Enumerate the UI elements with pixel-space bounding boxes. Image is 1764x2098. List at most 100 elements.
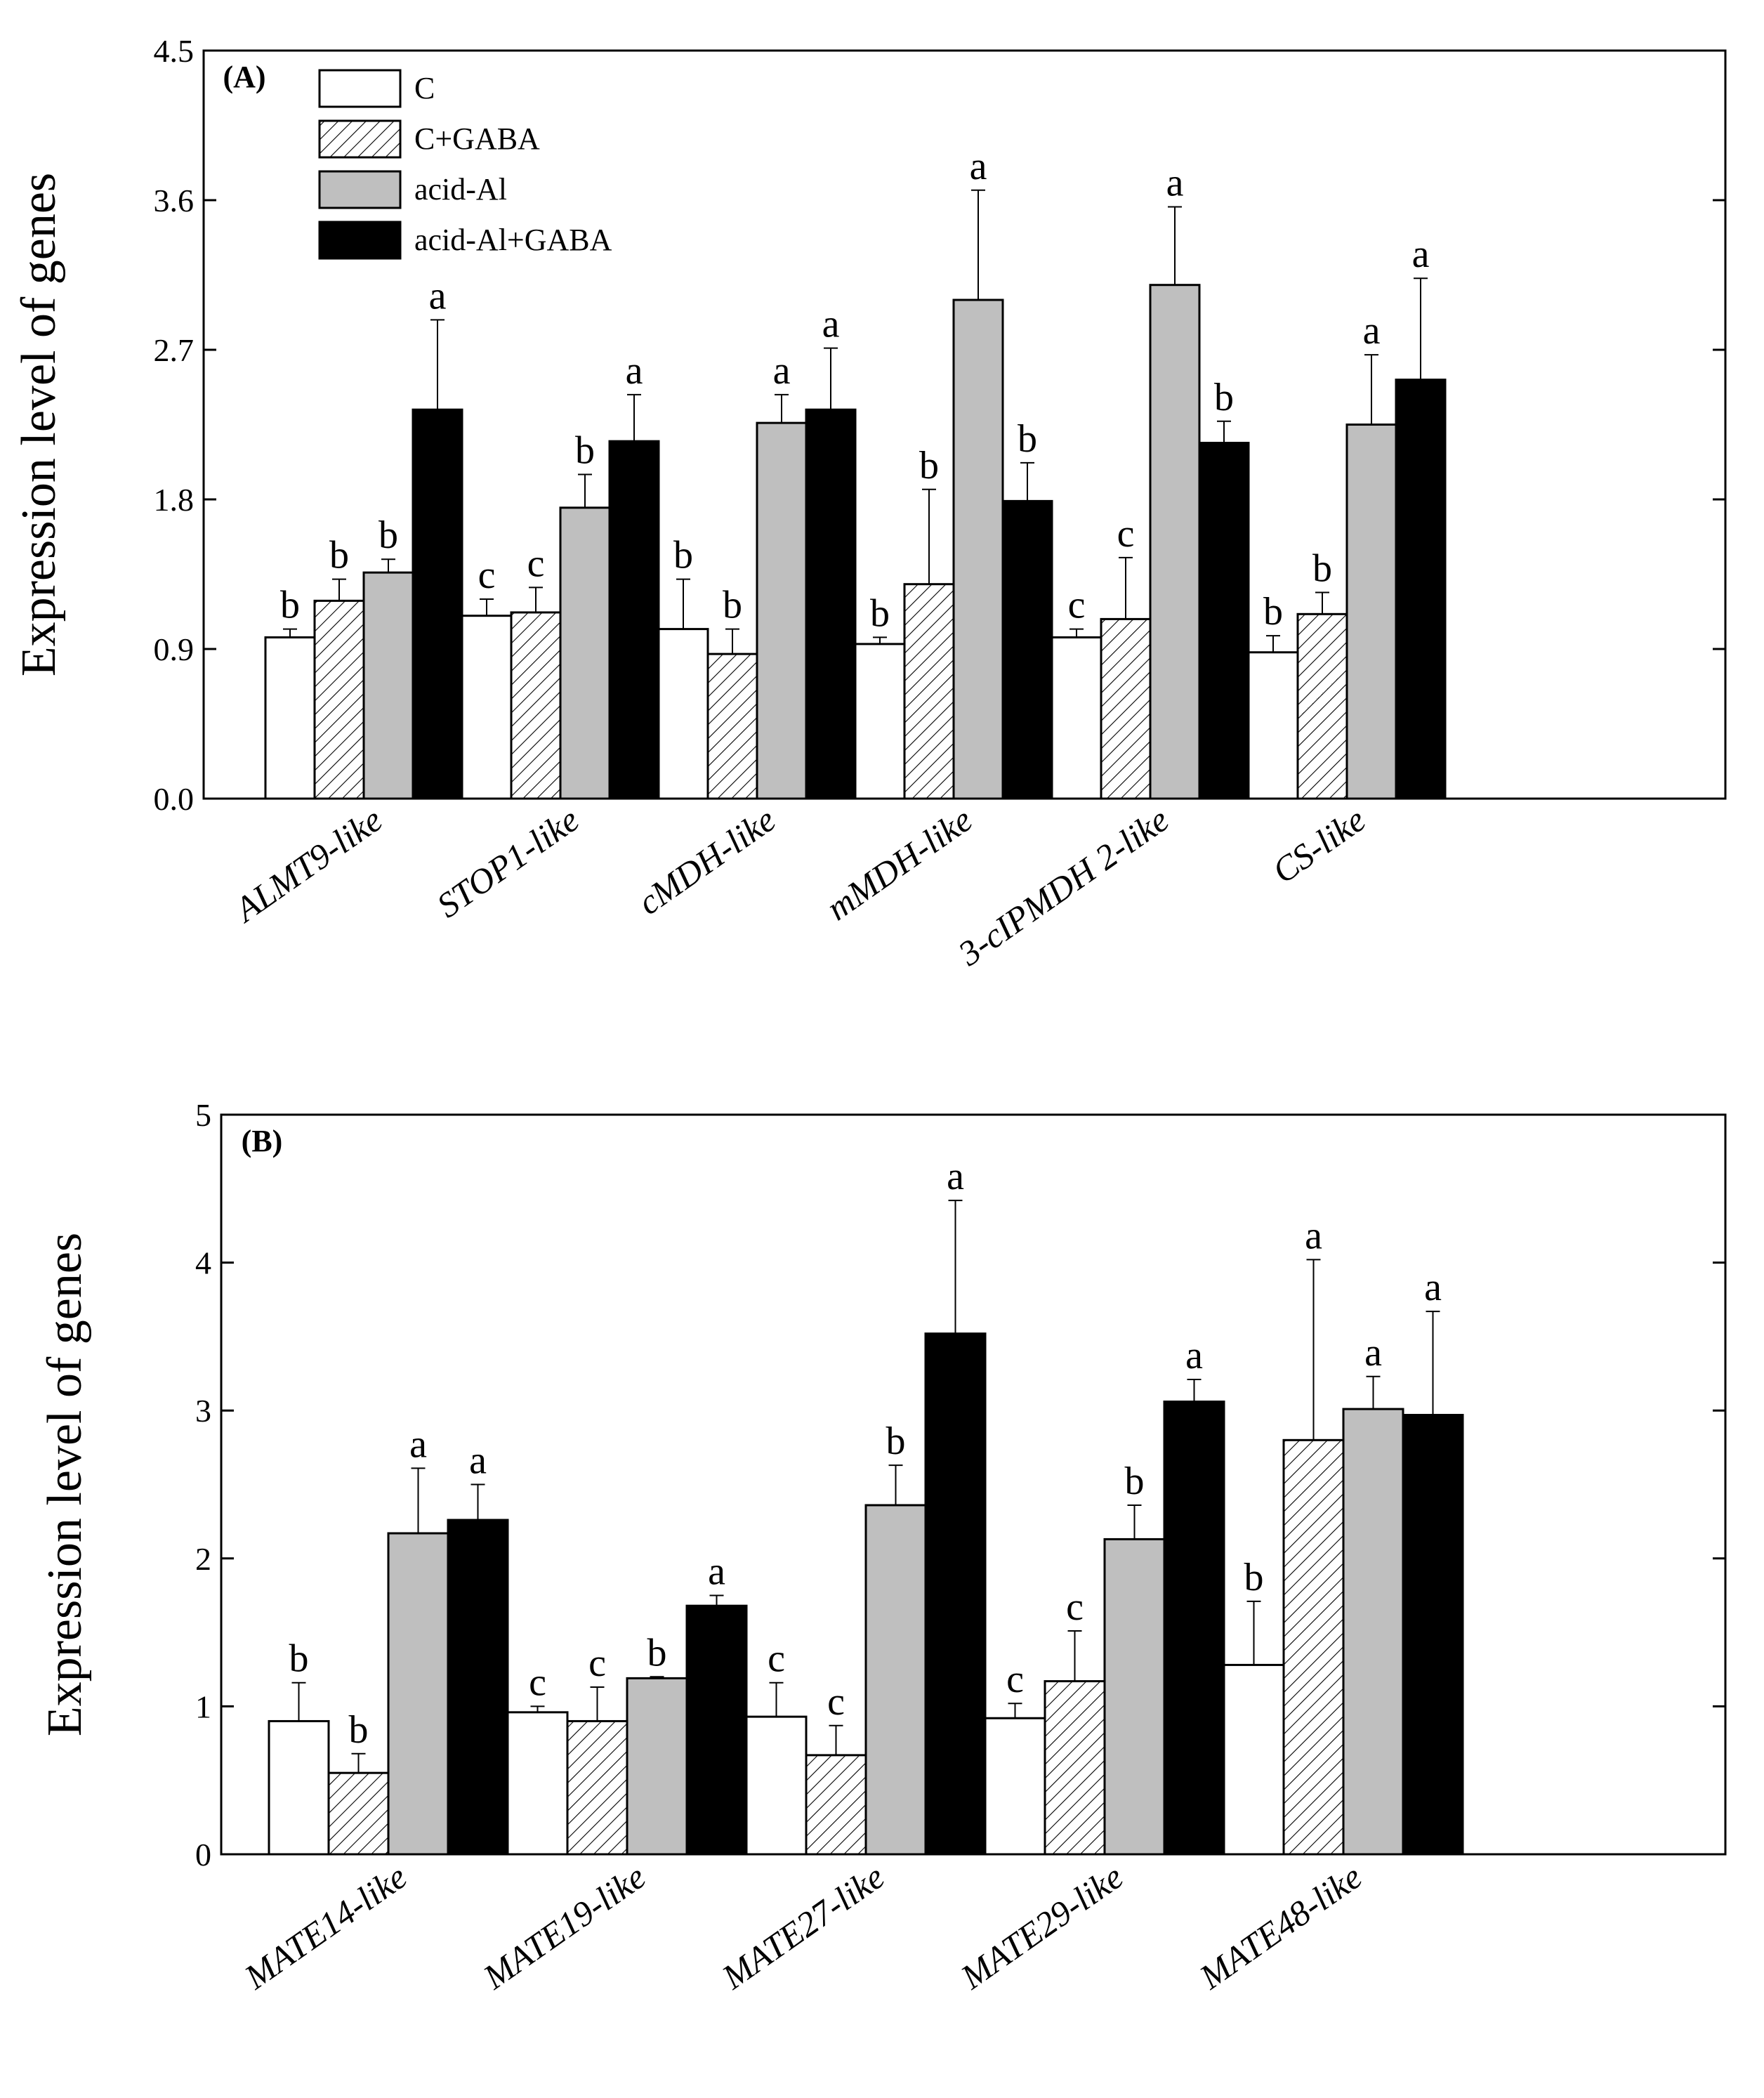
panel-b-bar-mate29-like-acid-al	[1103, 1538, 1166, 1856]
panel-b-y-tick-label: 4	[195, 1245, 211, 1281]
panel-b-bar-mate48-like-acid-al	[1342, 1408, 1404, 1856]
panel-b-bar-mate29-like-c	[984, 1717, 1046, 1856]
panel-b-bar-mate27-like-acid-al-gaba	[924, 1332, 987, 1856]
panel-b-y-tick-label: 3	[195, 1393, 211, 1429]
panel-a-y-axis-title: Expression level of genes	[12, 173, 66, 676]
panel-a-legend: C C+GABA acid-Al acid-Al+GABA	[318, 69, 612, 260]
panel-b-bar-mate19-like-acid-al-gaba	[685, 1604, 748, 1856]
panel-a-significance-letter: b	[870, 591, 890, 635]
panel-b-significance-letter: c	[1066, 1585, 1084, 1629]
panel-a-category-label: mMDH-like	[820, 799, 980, 928]
panel-a-y-tick-label: 2.7	[154, 332, 195, 368]
panel-b-significance-letter: a	[1185, 1334, 1203, 1377]
panel-a-legend-swatch-c	[318, 69, 402, 108]
panel-b-significance-letter: a	[1305, 1214, 1322, 1257]
panel-a-legend-label: C	[414, 71, 435, 105]
panel-a-bar-cs-like-acid-al-gaba	[1395, 379, 1447, 800]
panel-b-bar-mate27-like-c-gaba	[805, 1754, 867, 1856]
panel-a-category-label: STOP1-like	[430, 799, 586, 925]
panel-a-y-tick-label: 3.6	[154, 183, 195, 218]
panel-a-bar-stop1-like-acid-al	[559, 506, 611, 800]
panel-a-significance-letter: a	[1363, 309, 1381, 353]
panel-b-bar-mate48-like-c-gaba	[1282, 1438, 1345, 1856]
panel-a-bar-mmdh-like-c-gaba	[903, 583, 955, 800]
panel-a-bar-cmdh-like-c-gaba	[706, 653, 758, 800]
panel-a-significance-letter: c	[527, 542, 545, 585]
panel-a-significance-letter: b	[1263, 590, 1283, 634]
panel-a-bar-mmdh-like-acid-al	[952, 299, 1004, 800]
panel-a-category-label: 3-cIPMDH 2-like	[951, 799, 1176, 973]
panel-a-bar-3-cipmdh-2-like-c-gaba	[1100, 617, 1152, 800]
panel-a-bar-cs-like-acid-al	[1345, 424, 1397, 800]
panel-b-significance-letter: a	[469, 1439, 487, 1483]
panel-b-category-label: MATE29-like	[953, 1856, 1130, 1997]
panel-a-bar-3-cipmdh-2-like-acid-al-gaba	[1198, 442, 1250, 800]
panel-b-significance-letter: c	[827, 1680, 845, 1724]
panel-b-bar-mate27-like-c	[745, 1715, 808, 1856]
panel-a-significance-letter: a	[822, 303, 840, 346]
panel-a-significance-letter: a	[1412, 232, 1430, 276]
panel-a-significance-letter: c	[1117, 512, 1135, 556]
panel-b-y-axis-title: Expression level of genes	[38, 1233, 92, 1736]
panel-a-significance-letter: b	[280, 584, 300, 627]
panel-a-legend-swatch-acid-al	[318, 170, 402, 209]
panel-b-significance-letter: b	[886, 1420, 906, 1463]
panel-b-significance-letter: b	[349, 1708, 369, 1752]
panel-a-significance-letter: c	[1068, 584, 1086, 627]
panel-b-significance-letter: c	[768, 1637, 785, 1681]
panel-b-category-label: MATE48-like	[1192, 1856, 1369, 1997]
panel-a-legend-label: C+GABA	[414, 122, 540, 156]
panel-a-bar-cmdh-like-c	[657, 628, 709, 800]
panel-b-panel-label: (B)	[242, 1124, 283, 1158]
panel-b-bar-mate19-like-c-gaba	[566, 1719, 628, 1856]
panel-b-significance-letter: c	[588, 1641, 606, 1685]
panel-a-significance-letter: b	[673, 534, 693, 577]
panel-a-category-label: ALMT9-like	[226, 799, 390, 930]
panel-a-significance-letter: c	[478, 553, 496, 597]
panel-b-significance-letter: b	[289, 1637, 309, 1681]
panel-a-significance-letter: b	[1214, 376, 1234, 419]
panel-b-bar-mate19-like-acid-al	[626, 1677, 688, 1856]
panel-a-bar-stop1-like-c-gaba	[510, 611, 562, 800]
panel-a-bar-cmdh-like-acid-al	[756, 421, 808, 800]
panel-a-category-label: cMDH-like	[631, 799, 782, 922]
panel-a-significance-letter: a	[626, 349, 643, 393]
panel-a-bar-mmdh-like-acid-al-gaba	[1001, 499, 1053, 800]
panel-a-y-tick-label: 0.0	[154, 781, 195, 817]
panel-b-bar-mate48-like-c	[1223, 1663, 1285, 1856]
panel-b-significance-letter: a	[947, 1155, 964, 1198]
panel-a-bar-3-cipmdh-2-like-acid-al	[1149, 284, 1201, 800]
panel-a-legend-label: acid-Al+GABA	[414, 223, 612, 257]
panel-b-significance-letter: b	[1125, 1460, 1145, 1503]
panel-b-bar-mate27-like-acid-al	[864, 1504, 927, 1856]
panel-b-significance-letter: b	[647, 1631, 667, 1674]
panel-a-significance-letter: b	[379, 513, 398, 557]
panel-a-significance-letter: b	[1312, 547, 1332, 591]
panel-b-y-tick-label: 0	[195, 1837, 211, 1873]
panel-b-category-label: MATE27-like	[714, 1856, 891, 1997]
panel-a-bar-almt9-like-c-gaba	[313, 599, 365, 800]
panel-a-significance-letter: a	[429, 274, 447, 317]
panel-b-y-tick-label: 2	[195, 1541, 211, 1577]
panel-a-bar-almt9-like-c	[264, 636, 316, 800]
panel-a-bar-almt9-like-acid-al	[362, 571, 414, 800]
panel-a-bar-cmdh-like-acid-al-gaba	[805, 408, 857, 800]
panel-b-significance-letter: a	[708, 1549, 725, 1593]
panel-b-bar-mate29-like-acid-al-gaba	[1163, 1401, 1225, 1856]
panel-a-significance-letter: b	[329, 534, 349, 577]
panel-b-bar-mate14-like-acid-al	[387, 1532, 449, 1856]
panel-a-significance-letter: b	[919, 444, 939, 487]
panel-b-bar-mate29-like-c-gaba	[1044, 1680, 1106, 1856]
panel-a-panel-label: (A)	[223, 60, 265, 94]
panel-b-y-tick-label: 1	[195, 1689, 211, 1724]
panel-a-significance-letter: a	[970, 145, 987, 188]
panel-b-significance-letter: c	[1006, 1658, 1024, 1701]
panel-b-significance-letter: a	[409, 1422, 427, 1466]
panel-a-significance-letter: b	[1018, 417, 1037, 461]
panel-a-significance-letter: a	[1166, 161, 1184, 204]
panel-a-significance-letter: a	[773, 349, 791, 393]
panel-a-significance-letter: b	[723, 584, 742, 627]
panel-b-bar-mate19-like-c	[506, 1711, 569, 1856]
